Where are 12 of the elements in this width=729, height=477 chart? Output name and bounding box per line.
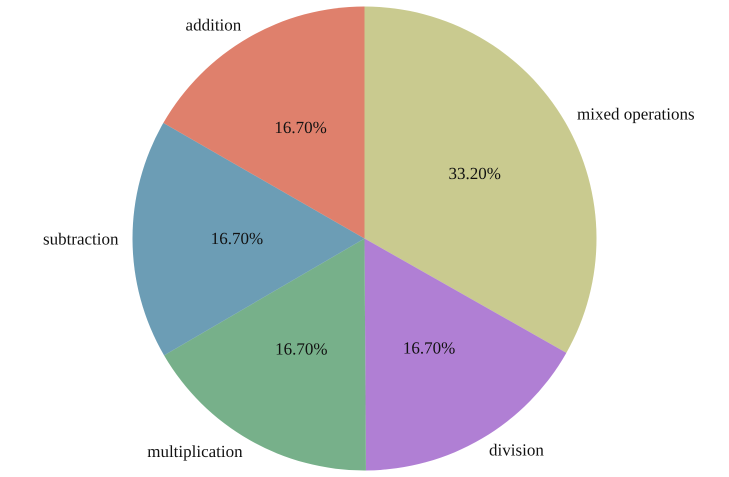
slice-label: mixed operations [577,104,695,124]
data-label: 16.70% [275,339,328,358]
data-label: 16.70% [274,118,327,138]
pie-slice [364,238,566,470]
slice-label: addition [186,16,242,35]
slice-label: multiplication [147,442,244,462]
data-label: 16.70% [210,228,264,248]
slice-label: division [489,440,544,460]
data-label: 33.20% [448,164,501,184]
data-label: 16.70% [402,338,456,358]
pie-slice [132,122,364,356]
slice-label: subtraction [42,229,119,248]
